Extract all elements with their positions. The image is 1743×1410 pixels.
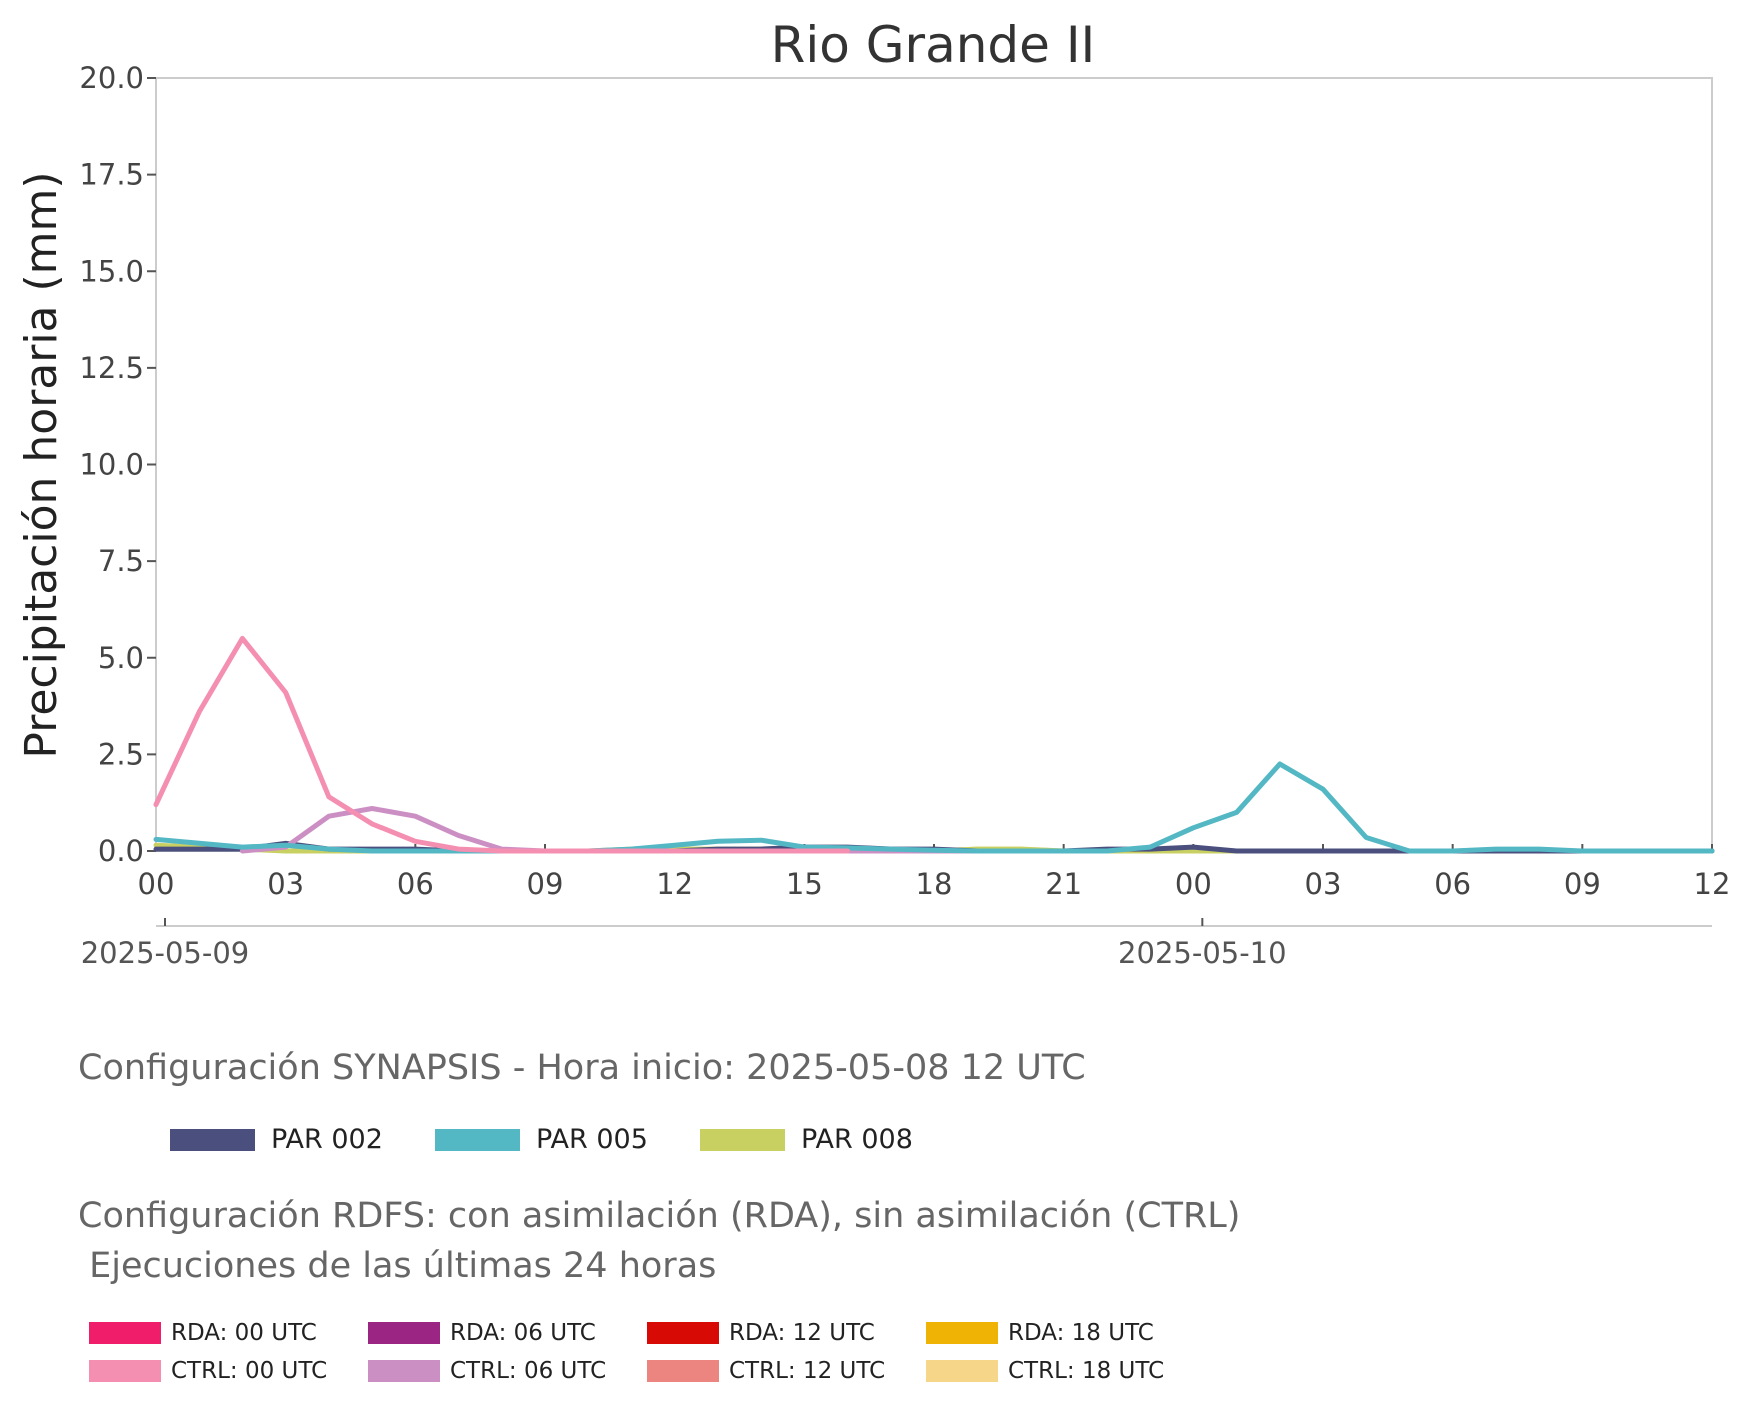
legend-item: RDA: 12 UTC [647, 1320, 875, 1346]
y-tick-label: 0.0 [98, 834, 144, 868]
legend-swatch [89, 1360, 161, 1382]
y-tick-label: 7.5 [98, 544, 144, 578]
legend-swatch [435, 1128, 520, 1151]
legend-label: CTRL: 18 UTC [1008, 1358, 1165, 1384]
legend-item: CTRL: 06 UTC [368, 1358, 606, 1384]
x-tick-label: 18 [916, 867, 953, 901]
legend-label: RDA: 18 UTC [1008, 1320, 1154, 1346]
legend-swatch [368, 1360, 440, 1382]
legend-swatch [926, 1360, 998, 1382]
legend-label: RDA: 00 UTC [171, 1320, 317, 1346]
rdfs-legend-subtitle: Ejecuciones de las últimas 24 horas [78, 1246, 717, 1286]
x-tick-label: 12 [1694, 867, 1731, 901]
series-line-ctrl-00-utc [153, 635, 851, 854]
legend-item: CTRL: 18 UTC [926, 1358, 1164, 1384]
legend-label: CTRL: 00 UTC [171, 1358, 328, 1384]
legend-swatch [926, 1322, 998, 1344]
x-tick-label: 12 [656, 867, 693, 901]
y-tick-label: 10.0 [79, 448, 144, 482]
y-axis-ticks: 0.0 2.5 5.0 7.5 10.0 12.5 15.0 17.5 20.0 [79, 61, 156, 868]
x-tick-label: 03 [267, 867, 304, 901]
legend-item: CTRL: 12 UTC [647, 1358, 885, 1384]
x-tick-label: 00 [138, 867, 175, 901]
legend-label: PAR 005 [536, 1124, 648, 1155]
synapsis-legend-title: Configuración SYNAPSIS - Hora inicio: 20… [78, 1048, 1086, 1088]
x-tick-label: 09 [1564, 867, 1601, 901]
legend-item: RDA: 00 UTC [89, 1320, 317, 1346]
date-tick-label: 2025-05-09 [81, 936, 250, 970]
legend-label: RDA: 12 UTC [729, 1320, 875, 1346]
y-axis-label: Precipitación horaria (mm) [16, 171, 67, 758]
legend-swatch [368, 1322, 440, 1344]
legend-label: PAR 008 [801, 1124, 913, 1155]
x-axis-ticks: 00 03 06 09 12 15 18 21 00 03 06 09 12 [138, 844, 1731, 901]
legend-swatch [170, 1128, 255, 1151]
precipitation-chart: Rio Grande II Precipitación horaria (mm)… [16, 16, 1731, 970]
legend-swatch [647, 1360, 719, 1382]
series-lines [153, 635, 1715, 854]
x-tick-label: 03 [1305, 867, 1342, 901]
date-tick-label: 2025-05-10 [1118, 936, 1287, 970]
legend-item: RDA: 06 UTC [368, 1320, 596, 1346]
date-axis: 2025-05-09 2025-05-10 [81, 918, 1287, 970]
legend-label: PAR 002 [271, 1124, 383, 1155]
legend-swatch [647, 1322, 719, 1344]
series-line-par-005 [153, 761, 1715, 854]
x-tick-label: 09 [527, 867, 564, 901]
legend-item: PAR 002 [170, 1124, 383, 1155]
x-tick-label: 00 [1175, 867, 1212, 901]
x-tick-label: 06 [1434, 867, 1471, 901]
legend-swatch [700, 1128, 785, 1151]
x-tick-label: 06 [397, 867, 434, 901]
legend-item: RDA: 18 UTC [926, 1320, 1154, 1346]
legend-label: CTRL: 12 UTC [729, 1358, 886, 1384]
y-tick-label: 2.5 [98, 737, 144, 771]
legend-label: CTRL: 06 UTC [450, 1358, 607, 1384]
x-tick-label: 21 [1045, 867, 1082, 901]
legend-item: PAR 008 [700, 1124, 913, 1155]
y-tick-label: 15.0 [79, 254, 144, 288]
legend-item: PAR 005 [435, 1124, 648, 1155]
plot-frame [155, 77, 1713, 852]
rdfs-legend-title: Configuración RDFS: con asimilación (RDA… [78, 1196, 1241, 1236]
y-tick-label: 5.0 [98, 641, 144, 675]
legend-label: RDA: 06 UTC [450, 1320, 596, 1346]
legend-swatch [89, 1322, 161, 1344]
y-tick-label: 12.5 [79, 351, 144, 385]
chart-title: Rio Grande II [771, 16, 1096, 74]
legend-item: CTRL: 00 UTC [89, 1358, 327, 1384]
x-tick-label: 15 [786, 867, 823, 901]
y-tick-label: 17.5 [79, 158, 144, 192]
y-tick-label: 20.0 [79, 61, 144, 95]
